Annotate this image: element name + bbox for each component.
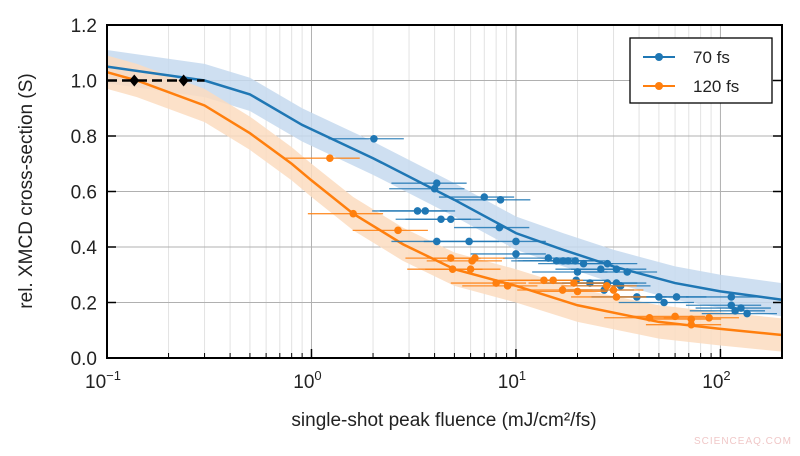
data-point-70fs <box>571 257 580 265</box>
data-point-70fs <box>465 237 473 246</box>
data-point-120fs <box>558 286 567 294</box>
data-point-120fs <box>645 313 654 322</box>
watermark: SCIENCEAQ.COM <box>694 436 792 447</box>
data-point-70fs <box>480 193 489 201</box>
data-point-70fs <box>731 307 739 315</box>
data-point-120fs <box>466 265 475 274</box>
axis-ticks: 10−1 100 101 102 0.0 0.2 0.4 0.6 0.8 1.0 1.2 <box>71 16 783 393</box>
y-tick-label: 0.0 <box>71 349 97 370</box>
y-tick-label: 0.6 <box>71 183 97 204</box>
data-point-70fs <box>512 250 520 258</box>
x-tick-label: 101 <box>498 368 526 393</box>
data-point-70fs <box>573 268 582 276</box>
data-point-70fs <box>737 304 745 312</box>
data-point-120fs <box>492 279 500 287</box>
data-point-70fs <box>421 207 430 215</box>
data-point-120fs <box>602 282 611 290</box>
legend-label-120fs: 120 fs <box>693 77 739 96</box>
reference-points <box>107 74 205 87</box>
band-120fs <box>107 55 782 352</box>
data-point-120fs <box>394 226 402 235</box>
legend-marker-120fs <box>655 82 663 90</box>
legend-label-70fs: 70 fs <box>693 48 730 67</box>
y-tick-label: 0.2 <box>71 294 97 315</box>
x-tick-label: 102 <box>702 368 730 393</box>
data-point-70fs <box>660 298 668 307</box>
x-axis-label: single-shot peak fluence (mJ/cm²/fs) <box>291 410 596 431</box>
data-point-70fs <box>430 184 439 193</box>
data-point-70fs <box>727 293 736 301</box>
data-point-120fs <box>503 282 512 290</box>
data-point-120fs <box>468 257 476 265</box>
data-point-70fs <box>612 265 621 274</box>
data-points <box>284 134 777 329</box>
x-tick-label: 100 <box>293 368 321 393</box>
data-point-120fs <box>570 279 578 287</box>
data-point-70fs <box>512 237 520 246</box>
data-point-120fs <box>609 286 618 294</box>
reference-diamond <box>178 74 189 87</box>
data-point-70fs <box>495 223 504 232</box>
data-point-120fs <box>549 276 557 285</box>
data-point-120fs <box>612 293 621 301</box>
data-point-70fs <box>496 196 505 204</box>
data-point-70fs <box>370 134 378 143</box>
y-tick-label: 0.8 <box>71 127 97 148</box>
fit-curve-70fs <box>106 65 783 301</box>
data-point-70fs <box>743 309 751 318</box>
data-point-70fs <box>446 215 455 224</box>
data-point-120fs <box>705 313 713 322</box>
fit-curve-120fs <box>106 70 783 337</box>
data-point-120fs <box>326 154 334 162</box>
legend: 70 fs 120 fs <box>629 37 773 104</box>
data-point-120fs <box>687 320 696 329</box>
data-point-70fs <box>672 293 681 301</box>
y-axis-label: rel. XMCD cross-section (S) <box>16 73 37 308</box>
legend-marker-70fs <box>655 53 663 61</box>
data-point-70fs <box>603 259 612 268</box>
reference-diamond <box>129 74 140 87</box>
y-tick-label: 1.2 <box>71 16 97 37</box>
data-point-70fs <box>544 254 553 262</box>
data-point-70fs <box>623 268 632 276</box>
data-point-120fs <box>573 287 582 296</box>
y-tick-label: 1.0 <box>71 72 97 93</box>
data-point-70fs <box>727 301 736 310</box>
y-tick-label: 0.4 <box>71 238 98 259</box>
data-point-120fs <box>349 209 358 218</box>
x-tick-label: 10−1 <box>85 368 121 393</box>
fit-curves <box>106 65 783 337</box>
